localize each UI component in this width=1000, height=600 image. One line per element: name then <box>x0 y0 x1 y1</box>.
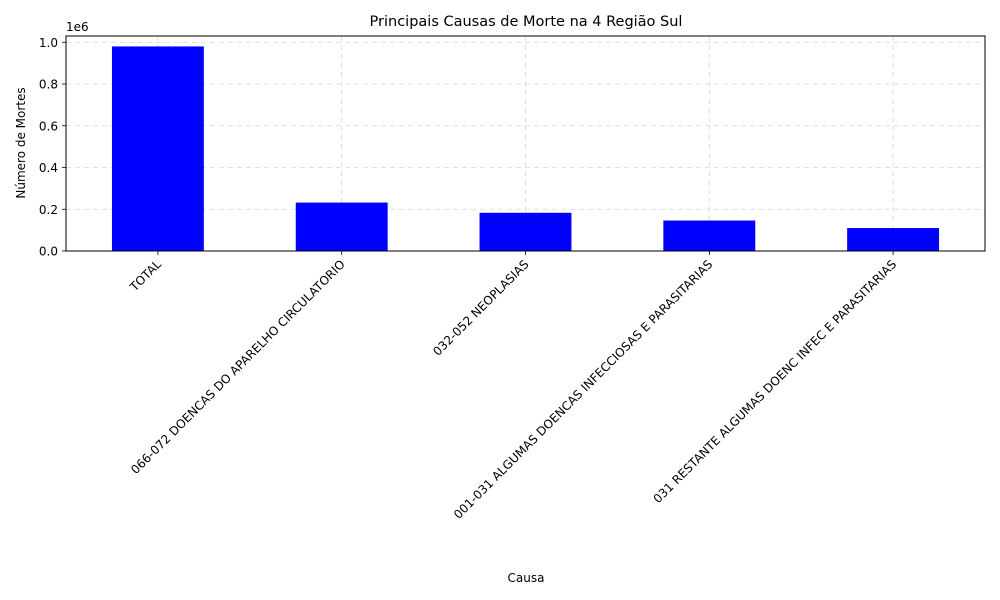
bar <box>111 46 204 252</box>
bar <box>847 228 940 251</box>
y-tick-label: 0.8 <box>39 78 58 92</box>
x-tick-label: 032-052 NEOPLASIAS <box>430 257 531 358</box>
bars <box>111 46 940 252</box>
y-axis-label: Número de Mortes <box>14 87 28 198</box>
x-tick-label: 066-072 DOENCAS DO APARELHO CIRCULATORIO <box>128 257 348 477</box>
bar <box>295 202 388 251</box>
y-tick-label: 0.2 <box>39 203 58 217</box>
y-tick-label: 1.0 <box>39 36 58 50</box>
y-tick-label: 0.4 <box>39 161 58 175</box>
y-tick-label: 0.6 <box>39 119 58 133</box>
y-tick-label: 0.0 <box>39 245 58 259</box>
bar <box>479 212 572 251</box>
bar <box>663 220 756 251</box>
chart-title: Principais Causas de Morte na 4 Região S… <box>370 14 683 30</box>
y-offset-label: 1e6 <box>66 20 89 34</box>
x-axis-label: Causa <box>508 571 545 585</box>
x-tick-label: TOTAL <box>126 257 164 295</box>
